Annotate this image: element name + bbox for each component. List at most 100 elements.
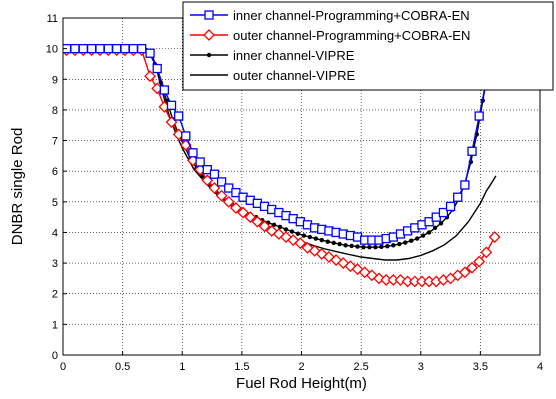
x-tick-label: 4 [537, 361, 543, 373]
data-point [325, 239, 330, 244]
y-tick-label: 5 [52, 197, 58, 209]
data-point [403, 240, 408, 245]
legend-marker [203, 29, 215, 41]
legend: inner channel-Programming+COBRA-EN outer … [182, 1, 554, 91]
data-point [86, 43, 97, 54]
data-point [385, 244, 390, 249]
data-point [209, 169, 220, 179]
data-point [445, 201, 456, 212]
data-point [216, 177, 227, 187]
x-tick-label: 3.5 [473, 361, 488, 373]
y-tick-label: 11 [47, 13, 58, 25]
y-axis-label: DNBR single Rod [9, 128, 26, 246]
data-point [409, 238, 414, 243]
data-point [349, 243, 354, 249]
data-point [159, 85, 170, 95]
data-point [319, 237, 324, 243]
series-layer [63, 28, 501, 288]
data-point [144, 70, 156, 83]
data-point [137, 43, 147, 54]
legend-box [182, 1, 554, 91]
data-point [78, 43, 88, 54]
data-point [473, 255, 486, 268]
series-1 [63, 31, 497, 245]
legend-label: inner channel-Programming+COBRA-EN [233, 8, 470, 23]
data-point [367, 244, 372, 250]
data-point [426, 230, 432, 235]
data-point [467, 146, 477, 156]
y-tick-label: 10 [46, 44, 58, 56]
legend-label: outer channel-Programming+COBRA-EN [233, 28, 470, 43]
y-tick-label: 7 [52, 136, 58, 148]
data-point [283, 227, 289, 232]
x-tick-label: 3 [418, 361, 424, 373]
data-point [103, 43, 113, 54]
data-point [277, 224, 283, 230]
data-point [313, 236, 319, 241]
data-point [391, 243, 396, 248]
x-tick-label: 2 [298, 361, 304, 373]
legend-label: inner channel-VIPRE [233, 48, 355, 63]
data-point [432, 225, 438, 231]
x-tick-label: 0 [60, 361, 66, 373]
data-point [229, 202, 242, 214]
data-point [438, 207, 449, 218]
data-point [258, 220, 271, 233]
x-tick-label: 1.5 [234, 361, 249, 373]
y-tick-label: 6 [52, 166, 58, 178]
data-point [195, 157, 205, 167]
data-point [215, 189, 228, 202]
x-tick-label: 2.5 [353, 361, 368, 373]
y-tick-label: 4 [52, 227, 58, 239]
x-tick-label: 0.5 [115, 361, 130, 373]
grid [63, 18, 540, 355]
y-tick-label: 8 [52, 105, 58, 117]
data-point [361, 244, 366, 250]
data-point [112, 43, 122, 54]
y-tick-label: 2 [52, 289, 58, 301]
data-point [414, 236, 420, 241]
data-point [379, 244, 384, 250]
data-point [480, 246, 493, 259]
data-point [188, 148, 198, 158]
data-point [466, 261, 478, 274]
data-point [307, 234, 313, 240]
data-point [460, 180, 470, 190]
data-point [337, 241, 342, 247]
x-axis-label: Fuel Rod Height(m) [236, 375, 367, 392]
data-point [301, 233, 307, 238]
data-point [294, 237, 307, 250]
data-point [271, 222, 277, 227]
data-point [181, 131, 191, 141]
legend-label: outer channel-VIPRE [233, 68, 355, 83]
data-point [373, 244, 378, 250]
data-point [397, 241, 402, 247]
data-point [244, 211, 257, 224]
data-point [251, 215, 264, 228]
data-point [295, 231, 301, 236]
data-point [237, 206, 249, 219]
data-point [70, 43, 80, 54]
data-point [331, 240, 336, 246]
data-point [120, 43, 130, 54]
data-point [488, 231, 501, 243]
data-point [166, 100, 177, 110]
data-point [474, 111, 484, 121]
ticks: 0 0.5 1 1.5 2 2.5 3 3.5 4 0 1 2 3 4 5 6 7 8 9 10 11 [46, 13, 543, 373]
y-tick-label: 9 [52, 74, 58, 86]
data-point [458, 266, 471, 279]
data-point [343, 243, 348, 248]
data-point [145, 48, 155, 58]
data-point [174, 111, 184, 121]
data-point [355, 244, 360, 249]
y-tick-label: 0 [52, 350, 58, 362]
data-point [128, 43, 139, 54]
data-point [289, 229, 295, 234]
y-tick-label: 3 [52, 258, 58, 270]
legend-marker [204, 10, 214, 20]
data-point [222, 195, 235, 208]
data-point [95, 43, 105, 54]
data-point [152, 63, 162, 74]
x-tick-label: 1 [179, 361, 185, 373]
